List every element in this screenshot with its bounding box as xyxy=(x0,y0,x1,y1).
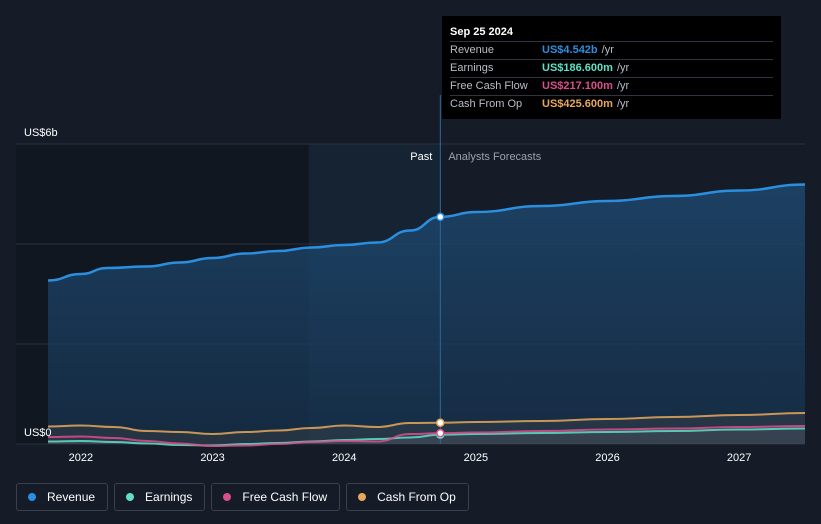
tooltip-row-unit: /yr xyxy=(616,98,630,110)
cfo-line xyxy=(47,412,806,436)
tooltip-row-value: US$217.100m xyxy=(542,80,613,92)
x-tick-label: 2025 xyxy=(464,452,488,464)
legend-dot-icon xyxy=(126,493,135,501)
cfo-marker xyxy=(436,418,445,427)
series-lines xyxy=(47,183,806,448)
legend-label: Free Cash Flow xyxy=(242,490,328,504)
tooltip-row: Revenue US$4.542b/yr xyxy=(450,41,773,59)
tooltip-row-value: US$186.600m xyxy=(542,62,613,74)
past-label: Past xyxy=(410,151,432,163)
tooltip-row-label: Free Cash Flow xyxy=(450,80,528,92)
tooltip-row-label: Earnings xyxy=(450,62,494,74)
x-axis-ticks: 2022 2023 2024 2025 2026 2027 xyxy=(69,452,752,464)
legend-item-cash-from-op[interactable]: Cash From Op xyxy=(346,483,469,511)
x-tick-label: 2022 xyxy=(69,452,93,464)
revenue-line xyxy=(47,183,806,282)
tooltip-date: Sep 25 2024 xyxy=(450,26,513,38)
x-tick-label: 2024 xyxy=(332,452,356,464)
legend-label: Revenue xyxy=(47,490,96,504)
tooltip-row: Earnings US$186.600m/yr xyxy=(450,59,773,77)
earnings-line xyxy=(47,427,806,447)
y-axis-top-label: US$6b xyxy=(24,127,58,139)
tooltip-row-unit: /yr xyxy=(601,44,614,56)
legend-dot-icon xyxy=(358,493,367,501)
tooltip-row: Free Cash Flow US$217.100m/yr xyxy=(450,77,773,95)
data-tooltip: Sep 25 2024 Revenue US$4.542b/yr Earnings U… xyxy=(442,16,781,119)
legend-item-free-cash-flow[interactable]: Free Cash Flow xyxy=(211,483,341,511)
legend-item-revenue[interactable]: Revenue xyxy=(16,483,109,511)
chart-legend: Revenue Earnings Free Cash Flow Cash From O… xyxy=(16,483,469,511)
tooltip-row-value: US$425.600m xyxy=(542,98,613,110)
legend-dot-icon xyxy=(28,493,36,501)
tooltip-row-unit: /yr xyxy=(616,62,630,74)
tooltip-row: Cash From Op US$425.600m/yr xyxy=(450,95,773,113)
y-axis-bottom-label: US$0 xyxy=(24,427,52,439)
tooltip-row-value: US$4.542b xyxy=(542,44,598,56)
cfo-area xyxy=(48,413,805,444)
tooltip-rows: Revenue US$4.542b/yr Earnings US$186.600m/y… xyxy=(450,41,773,113)
tooltip-row-label: Cash From Op xyxy=(450,98,523,110)
legend-label: Cash From Op xyxy=(377,490,456,504)
x-tick-label: 2023 xyxy=(200,452,224,464)
x-tick-label: 2027 xyxy=(727,452,751,464)
fcf-line xyxy=(47,425,806,448)
legend-item-earnings[interactable]: Earnings xyxy=(114,483,206,511)
tooltip-row-label: Revenue xyxy=(450,44,495,56)
forecast-label: Analysts Forecasts xyxy=(448,151,541,163)
x-tick-label: 2026 xyxy=(595,452,619,464)
legend-label: Earnings xyxy=(145,490,193,504)
hover-markers xyxy=(436,212,445,439)
tooltip-row-unit: /yr xyxy=(616,80,630,92)
fcf-marker xyxy=(436,428,445,438)
revenue-marker xyxy=(436,212,445,222)
revenue-area xyxy=(48,184,805,444)
legend-dot-icon xyxy=(223,493,232,501)
